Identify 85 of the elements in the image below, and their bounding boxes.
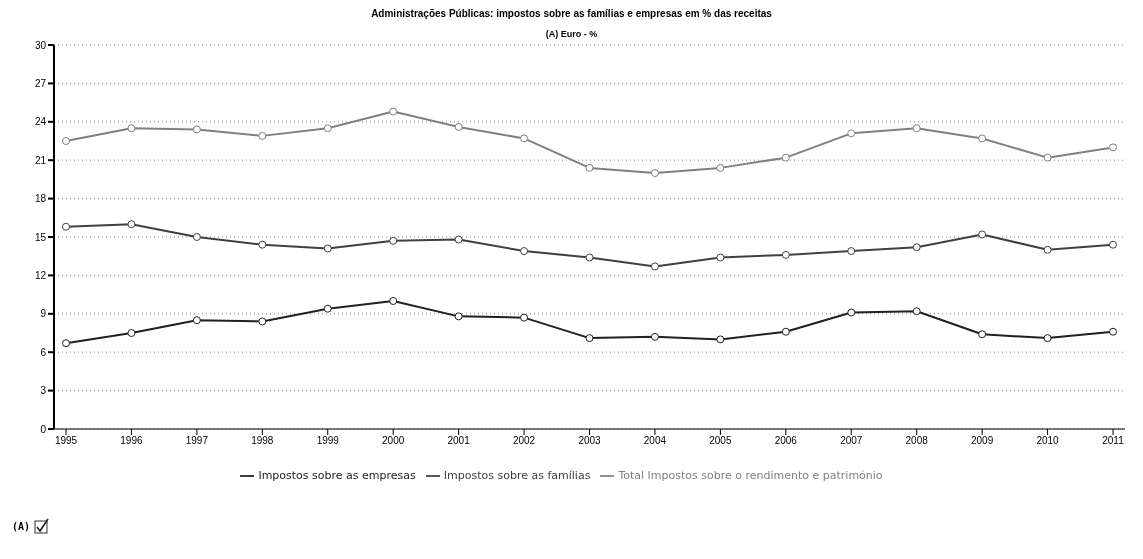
point (978, 134, 987, 143)
point (716, 163, 725, 172)
x-tick-label: 2003 (578, 435, 602, 447)
point (912, 307, 921, 316)
y-tick-label: 24 (34, 116, 47, 128)
point (389, 236, 398, 245)
chart-title: Administrações Públicas: impostos sobre as famílias e empresas em % das receitas (370, 8, 773, 19)
point (520, 247, 529, 256)
point (454, 235, 463, 244)
point (192, 233, 201, 241)
point (323, 244, 332, 253)
point (978, 330, 987, 339)
point (127, 329, 136, 337)
point (1043, 245, 1052, 254)
point (127, 220, 136, 229)
y-tick-label: 21 (34, 154, 47, 166)
x-tick-label: 1996 (120, 435, 143, 447)
point (650, 262, 659, 271)
point (258, 131, 267, 140)
point (192, 316, 201, 325)
point (520, 134, 529, 143)
x-tick-label: 1999 (316, 435, 340, 447)
y-tick-label: 15 (34, 231, 47, 243)
point (454, 312, 463, 321)
point (1109, 240, 1117, 249)
legend-label: Total Impostos sobre o rendimento e património (618, 469, 883, 482)
x-tick-label: 2005 (709, 435, 732, 447)
point (781, 250, 790, 259)
x-tick-label: 1997 (185, 435, 209, 447)
point (192, 125, 201, 134)
y-tick-label: 9 (40, 308, 47, 320)
point (1109, 143, 1117, 152)
point (585, 163, 594, 172)
y-tick-label: 0 (40, 423, 47, 435)
point (1109, 327, 1117, 336)
y-tick-label: 6 (40, 346, 47, 358)
point (978, 230, 987, 239)
point (847, 129, 856, 138)
x-tick-label: 2011 (1102, 435, 1125, 447)
x-tick-label: 1998 (251, 435, 274, 447)
point (323, 124, 332, 133)
point (912, 243, 921, 252)
y-tick-label: 12 (34, 269, 47, 281)
y-tick-label: 27 (34, 77, 47, 89)
text: (A) (12, 520, 31, 532)
point (847, 308, 856, 317)
x-tick-label: 2000 (382, 435, 405, 447)
point (585, 334, 594, 343)
point (781, 327, 790, 336)
x-tick-label: 1995 (54, 435, 78, 447)
point (847, 247, 856, 256)
legend-label: Impostos sobre as empresas (258, 469, 416, 482)
x-tick-label: 2001 (447, 435, 471, 447)
point (454, 122, 463, 131)
point (650, 169, 659, 177)
point (62, 339, 70, 348)
y-tick-label: 30 (34, 39, 47, 51)
x-tick-label: 2006 (774, 435, 798, 447)
chart-subtitle: (A) Euro - % (544, 29, 599, 39)
x-tick-label: 2009 (971, 435, 994, 447)
point (62, 137, 70, 145)
point (716, 335, 725, 344)
point (912, 124, 921, 133)
point (258, 240, 267, 249)
point (520, 313, 529, 322)
legend-label: Impostos sobre as famílias (443, 469, 591, 482)
x-tick-label: 2004 (643, 435, 667, 447)
y-tick-label: 18 (34, 193, 47, 205)
point (716, 253, 725, 262)
y-tick-label: 3 (40, 385, 47, 397)
point (389, 297, 398, 305)
point (323, 304, 332, 313)
point (1043, 153, 1052, 162)
point (62, 222, 70, 231)
point (127, 124, 136, 133)
point (650, 332, 659, 341)
point (781, 153, 790, 162)
point (389, 107, 398, 116)
point (585, 253, 594, 262)
x-tick-label: 2002 (512, 435, 536, 447)
point (258, 317, 267, 326)
x-tick-label: 2010 (1036, 435, 1060, 447)
point (1043, 334, 1052, 343)
x-tick-label: 2007 (840, 435, 863, 447)
x-tick-label: 2008 (905, 435, 929, 447)
